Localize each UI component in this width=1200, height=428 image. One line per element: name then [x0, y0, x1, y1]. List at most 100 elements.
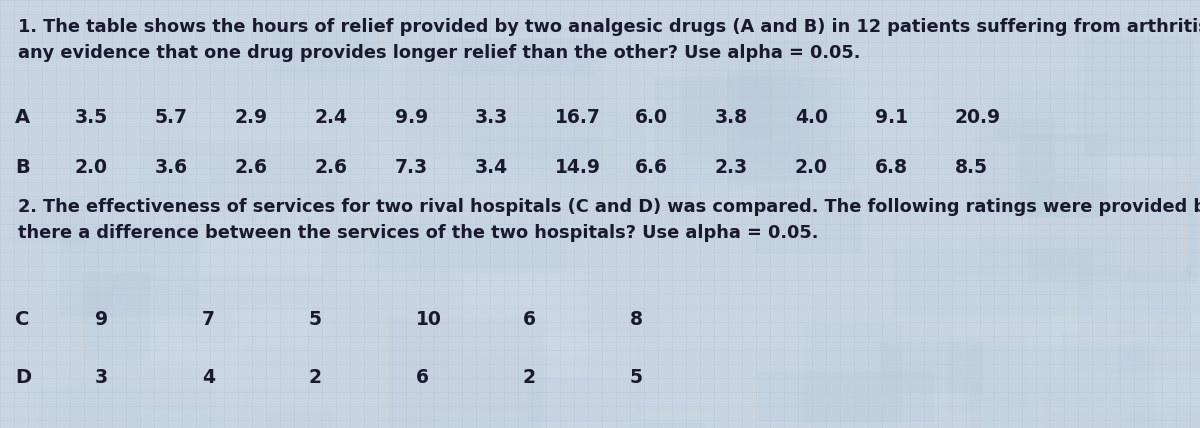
Text: 1. The table shows the hours of relief provided by two analgesic drugs (A and B): 1. The table shows the hours of relief p…	[18, 18, 1200, 36]
Text: 7.3: 7.3	[395, 158, 428, 177]
FancyBboxPatch shape	[5, 347, 168, 428]
FancyBboxPatch shape	[654, 77, 853, 181]
Text: 5: 5	[630, 368, 643, 387]
FancyBboxPatch shape	[758, 371, 935, 422]
FancyBboxPatch shape	[1068, 268, 1200, 348]
Text: 2. The effectiveness of services for two rival hospitals (C and D) was compared.: 2. The effectiveness of services for two…	[18, 198, 1200, 216]
FancyBboxPatch shape	[428, 48, 613, 138]
Text: 8.5: 8.5	[955, 158, 988, 177]
FancyBboxPatch shape	[979, 366, 1044, 428]
FancyBboxPatch shape	[206, 184, 325, 273]
Text: 3.4: 3.4	[475, 158, 508, 177]
FancyBboxPatch shape	[618, 136, 793, 195]
FancyBboxPatch shape	[449, 38, 594, 75]
Text: 6.8: 6.8	[875, 158, 908, 177]
Text: 10: 10	[416, 310, 442, 329]
Text: 2: 2	[523, 368, 536, 387]
FancyBboxPatch shape	[804, 324, 902, 424]
FancyBboxPatch shape	[47, 251, 205, 286]
Text: 2.3: 2.3	[715, 158, 748, 177]
Text: 9.9: 9.9	[395, 108, 428, 127]
FancyBboxPatch shape	[1144, 314, 1200, 403]
FancyBboxPatch shape	[1079, 269, 1190, 334]
FancyBboxPatch shape	[83, 273, 150, 360]
Text: 2.6: 2.6	[314, 158, 348, 177]
FancyBboxPatch shape	[516, 123, 666, 169]
FancyBboxPatch shape	[1088, 101, 1172, 178]
Text: 5.7: 5.7	[155, 108, 188, 127]
Text: 6: 6	[523, 310, 536, 329]
FancyBboxPatch shape	[110, 155, 211, 211]
Text: 4.0: 4.0	[796, 108, 828, 127]
FancyBboxPatch shape	[448, 266, 582, 377]
Text: 2.0: 2.0	[796, 158, 828, 177]
FancyBboxPatch shape	[464, 273, 592, 357]
Text: 14.9: 14.9	[554, 158, 601, 177]
FancyBboxPatch shape	[29, 410, 210, 428]
FancyBboxPatch shape	[389, 318, 544, 428]
Text: 6: 6	[416, 368, 430, 387]
Text: 3.8: 3.8	[715, 108, 748, 127]
FancyBboxPatch shape	[512, 412, 710, 428]
FancyBboxPatch shape	[1085, 37, 1193, 157]
Text: there a difference between the services of the two hospitals? Use alpha = 0.05.: there a difference between the services …	[18, 224, 818, 242]
Text: 6.6: 6.6	[635, 158, 668, 177]
FancyBboxPatch shape	[727, 71, 800, 190]
Text: 9: 9	[95, 310, 108, 329]
FancyBboxPatch shape	[40, 387, 139, 428]
FancyBboxPatch shape	[970, 345, 1154, 428]
Text: 2.0: 2.0	[74, 158, 108, 177]
FancyBboxPatch shape	[976, 119, 1056, 215]
FancyBboxPatch shape	[60, 226, 199, 317]
FancyBboxPatch shape	[756, 190, 862, 253]
FancyBboxPatch shape	[758, 227, 835, 336]
FancyBboxPatch shape	[142, 143, 338, 205]
FancyBboxPatch shape	[233, 307, 336, 343]
FancyBboxPatch shape	[1025, 299, 1154, 342]
Text: B: B	[14, 158, 30, 177]
FancyBboxPatch shape	[846, 33, 922, 156]
Text: D: D	[14, 368, 31, 387]
Text: 6.0: 6.0	[635, 108, 668, 127]
FancyBboxPatch shape	[545, 334, 637, 414]
FancyBboxPatch shape	[167, 342, 241, 428]
FancyBboxPatch shape	[1019, 134, 1108, 218]
FancyBboxPatch shape	[376, 216, 566, 272]
Text: A: A	[14, 108, 30, 127]
FancyBboxPatch shape	[1187, 175, 1200, 279]
FancyBboxPatch shape	[342, 251, 410, 288]
FancyBboxPatch shape	[997, 89, 1086, 140]
Text: 2: 2	[310, 368, 322, 387]
FancyBboxPatch shape	[631, 423, 706, 428]
Text: 8: 8	[630, 310, 643, 329]
FancyBboxPatch shape	[112, 290, 185, 353]
FancyBboxPatch shape	[186, 105, 326, 203]
FancyBboxPatch shape	[272, 31, 377, 80]
FancyBboxPatch shape	[880, 342, 984, 392]
FancyBboxPatch shape	[956, 276, 1118, 382]
FancyBboxPatch shape	[656, 294, 811, 348]
FancyBboxPatch shape	[973, 404, 1175, 428]
FancyBboxPatch shape	[150, 222, 323, 275]
Text: 20.9: 20.9	[955, 108, 1001, 127]
FancyBboxPatch shape	[142, 303, 312, 388]
FancyBboxPatch shape	[371, 137, 538, 229]
Text: 3.5: 3.5	[74, 108, 108, 127]
Text: 7: 7	[202, 310, 215, 329]
Text: 4: 4	[202, 368, 215, 387]
Text: any evidence that one drug provides longer relief than the other? Use alpha = 0.: any evidence that one drug provides long…	[18, 44, 860, 62]
Text: 3.3: 3.3	[475, 108, 509, 127]
FancyBboxPatch shape	[605, 352, 713, 428]
Text: 16.7: 16.7	[554, 108, 601, 127]
Text: 5: 5	[310, 310, 322, 329]
Text: 3: 3	[95, 368, 108, 387]
Text: C: C	[14, 310, 29, 329]
Text: 3.6: 3.6	[155, 158, 188, 177]
Text: 2.6: 2.6	[235, 158, 268, 177]
FancyBboxPatch shape	[1051, 315, 1200, 412]
Text: 2.4: 2.4	[314, 108, 348, 127]
Text: 9.1: 9.1	[875, 108, 908, 127]
FancyBboxPatch shape	[773, 73, 932, 141]
Text: 2.9: 2.9	[235, 108, 268, 127]
FancyBboxPatch shape	[434, 414, 634, 428]
